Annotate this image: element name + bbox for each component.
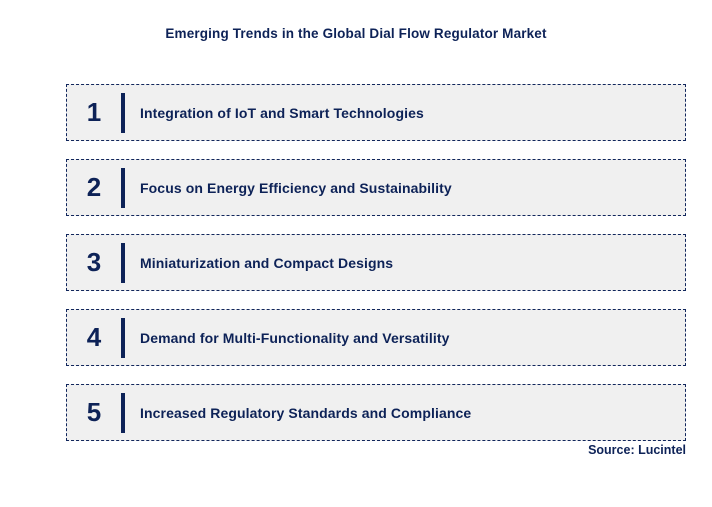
- source-attribution: Source: Lucintel: [588, 443, 686, 457]
- trend-row[interactable]: 3 Miniaturization and Compact Designs: [66, 234, 686, 291]
- trend-number: 4: [86, 321, 102, 352]
- trend-label: Increased Regulatory Standards and Compl…: [140, 404, 472, 421]
- trend-label: Demand for Multi-Functionality and Versa…: [140, 329, 450, 346]
- trend-list: 1 Integration of IoT and Smart Technolog…: [66, 84, 686, 441]
- divider-bar: [121, 242, 125, 283]
- divider-bar: [121, 317, 125, 358]
- trend-label: Focus on Energy Efficiency and Sustainab…: [140, 179, 452, 196]
- divider-bar: [121, 392, 125, 433]
- page-title: Emerging Trends in the Global Dial Flow …: [165, 26, 547, 41]
- divider-bar: [121, 167, 125, 208]
- trend-row[interactable]: 2 Focus on Energy Efficiency and Sustain…: [66, 159, 686, 216]
- trend-label: Integration of IoT and Smart Technologie…: [140, 104, 424, 121]
- trend-row[interactable]: 5 Increased Regulatory Standards and Com…: [66, 384, 686, 441]
- trend-row[interactable]: 4 Demand for Multi-Functionality and Ver…: [66, 309, 686, 366]
- trend-number: 5: [86, 396, 102, 427]
- trend-number: 1: [86, 96, 102, 127]
- trend-row[interactable]: 1 Integration of IoT and Smart Technolog…: [66, 84, 686, 141]
- trend-number: 2: [86, 171, 102, 202]
- trend-label: Miniaturization and Compact Designs: [140, 254, 394, 271]
- trend-number: 3: [86, 246, 102, 277]
- divider-bar: [121, 92, 125, 133]
